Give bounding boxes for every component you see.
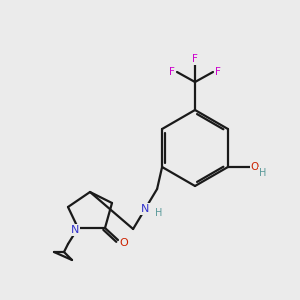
Text: N: N — [71, 225, 79, 235]
Text: H: H — [155, 208, 163, 218]
Text: F: F — [169, 67, 175, 77]
Text: O: O — [120, 238, 128, 248]
Text: O: O — [251, 162, 259, 172]
Text: F: F — [215, 67, 221, 77]
Text: N: N — [141, 204, 149, 214]
Text: H: H — [259, 168, 267, 178]
Text: F: F — [192, 54, 198, 64]
